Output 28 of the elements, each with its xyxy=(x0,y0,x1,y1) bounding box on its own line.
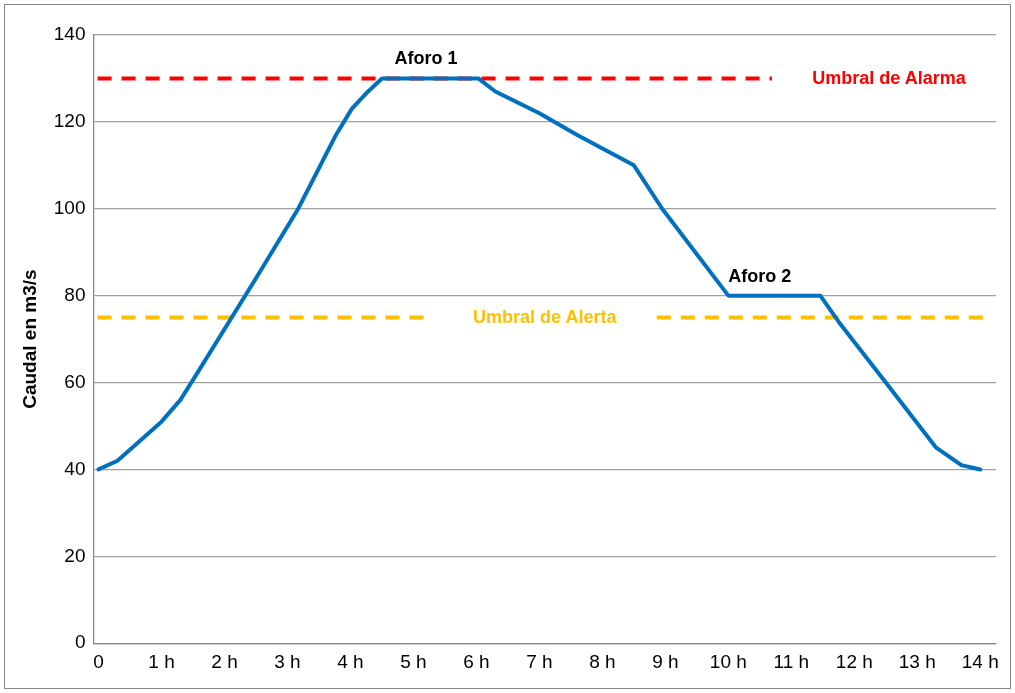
x-tick-label: 1 h xyxy=(148,650,175,672)
x-tick-label: 7 h xyxy=(526,650,553,672)
x-tick-label: 11 h xyxy=(773,650,810,672)
y-tick-label: 80 xyxy=(64,283,86,305)
x-tick-label: 5 h xyxy=(400,650,427,672)
annotation: Aforo 2 xyxy=(728,265,792,286)
y-axis-title: Caudal en m3/s xyxy=(18,269,40,409)
x-tick-label: 0 xyxy=(93,650,104,672)
x-tick-label: 9 h xyxy=(652,650,679,672)
y-tick-label: 0 xyxy=(74,631,86,653)
ref-line-label: Umbral de Alerta xyxy=(473,307,618,328)
y-tick-label: 20 xyxy=(64,544,86,566)
ref-line-label: Umbral de Alarma xyxy=(812,68,967,89)
x-tick-label: 14 h xyxy=(961,650,999,672)
y-tick-label: 60 xyxy=(64,370,86,392)
x-tick-label: 13 h xyxy=(898,650,936,672)
y-tick-label: 140 xyxy=(53,23,86,45)
x-tick-label: 8 h xyxy=(589,650,616,672)
x-tick-label: 12 h xyxy=(835,650,873,672)
y-tick-label: 120 xyxy=(53,110,86,132)
y-tick-label: 40 xyxy=(64,457,86,479)
x-tick-label: 4 h xyxy=(337,650,364,672)
x-tick-label: 2 h xyxy=(211,650,238,672)
y-tick-label: 100 xyxy=(53,197,86,219)
x-tick-label: 6 h xyxy=(463,650,490,672)
x-tick-label: 3 h xyxy=(274,650,301,672)
x-tick-label: 10 h xyxy=(709,650,747,672)
annotation: Aforo 1 xyxy=(394,48,458,69)
